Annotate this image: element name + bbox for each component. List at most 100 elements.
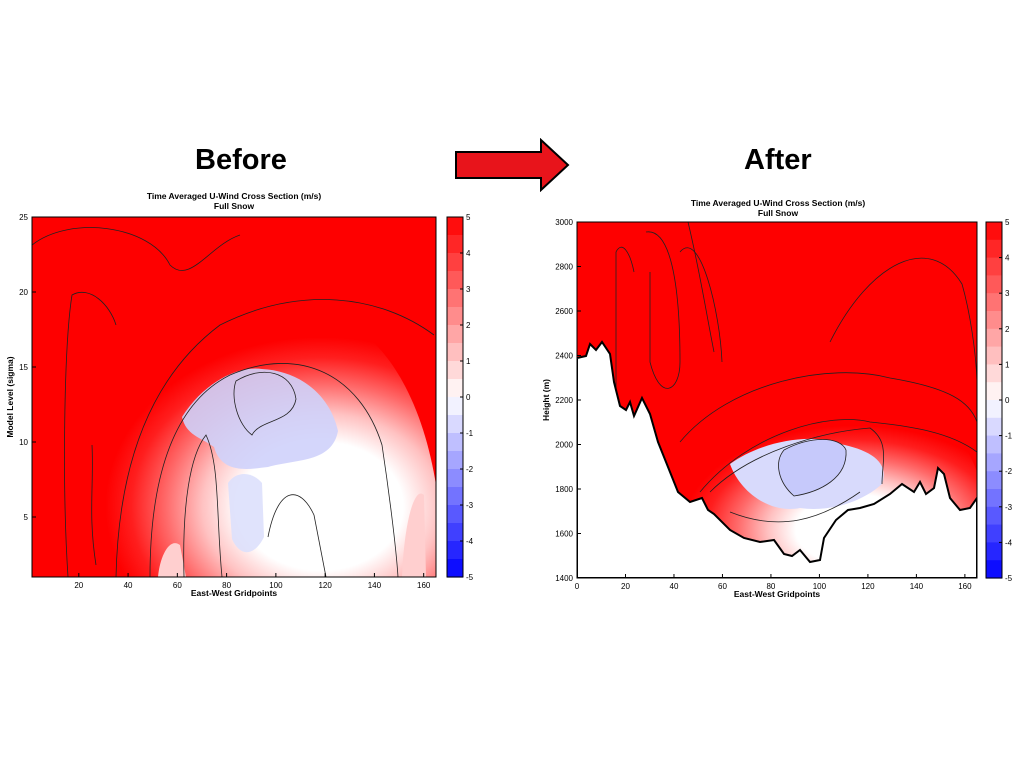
colorbar: 5 4 3 2 1 0 -1 -2 -3 -4 -5	[985, 218, 1013, 583]
x-tick-label: 140	[910, 582, 924, 591]
colorbar-segment	[447, 559, 463, 578]
plot-area	[577, 222, 977, 578]
x-axis-ticks: 20 40 60 80 100 120 140 160	[74, 573, 431, 590]
colorbar-segment	[447, 253, 463, 272]
colorbar-segment	[447, 415, 463, 434]
x-tick-label: 140	[368, 581, 382, 590]
colorbar-tick-label: 2	[466, 321, 471, 330]
colorbar-tick-label: -4	[1005, 538, 1013, 547]
colorbar-segment	[986, 453, 1002, 472]
y-axis-ticks: 1400 1600 1800 2000 2200 2400 2600 2800 3000	[555, 218, 581, 583]
x-tick-label: 120	[318, 581, 332, 590]
colorbar-tick-label: -1	[1005, 432, 1013, 441]
y-tick-label: 2400	[555, 352, 573, 361]
y-tick-label: 3000	[555, 218, 573, 227]
colorbar-segment	[986, 382, 1002, 401]
colorbar-segment	[447, 433, 463, 452]
x-tick-label: 120	[861, 582, 875, 591]
x-tick-label: 80	[766, 582, 775, 591]
y-tick-label: 25	[19, 213, 28, 222]
colorbar-segment	[986, 364, 1002, 383]
right-arrow-icon	[455, 138, 570, 192]
colorbar-segment	[986, 435, 1002, 454]
colorbar-segment	[447, 469, 463, 488]
x-axis-label: East-West Gridpoints	[191, 588, 278, 598]
after-heading: After	[744, 144, 812, 176]
colorbar-tick-label: -2	[466, 465, 474, 474]
colorbar-tick-label: -1	[466, 429, 474, 438]
colorbar-segment	[986, 311, 1002, 330]
colorbar-segment	[986, 222, 1002, 241]
colorbar-segment	[447, 271, 463, 290]
colorbar-tick-label: 1	[1005, 360, 1010, 369]
x-tick-label: 80	[222, 581, 231, 590]
y-axis-label: Height (m)	[541, 379, 551, 421]
colorbar-segment	[447, 397, 463, 416]
x-tick-label: 20	[621, 582, 630, 591]
y-axis-label: Model Level (sigma)	[5, 356, 15, 437]
colorbar-segment	[447, 505, 463, 524]
colorbar-tick-label: -2	[1005, 467, 1013, 476]
colorbar-tick-label: 1	[466, 357, 471, 366]
colorbar-segment	[447, 451, 463, 470]
plot-area	[32, 217, 436, 577]
colorbar-tick-label: -3	[466, 501, 474, 510]
colorbar-tick-label: 5	[1005, 218, 1010, 227]
y-tick-label: 1800	[555, 485, 573, 494]
x-tick-label: 20	[74, 581, 83, 590]
colorbar-segment	[986, 471, 1002, 490]
colorbar-tick-label: 4	[466, 249, 471, 258]
colorbar-segment	[447, 307, 463, 326]
colorbar-tick-label: 2	[1005, 325, 1010, 334]
colorbar-segment	[986, 400, 1002, 419]
colorbar-tick-label: -3	[1005, 503, 1013, 512]
terrain-outline	[577, 340, 977, 578]
x-tick-label: 100	[269, 581, 283, 590]
y-tick-label: 10	[19, 438, 28, 447]
y-tick-label: 2200	[555, 396, 573, 405]
colorbar-segment	[986, 328, 1002, 348]
colorbar-segment	[447, 325, 463, 344]
x-axis-ticks: 0 20 40 60 80 100 120 140 160	[575, 574, 972, 591]
x-tick-label: 0	[575, 582, 580, 591]
colorbar-segment	[447, 217, 463, 236]
colorbar-segment	[986, 489, 1002, 508]
before-heading: Before	[195, 144, 287, 176]
colorbar-segment	[447, 289, 463, 308]
colorbar-segment	[447, 379, 463, 398]
x-tick-label: 160	[958, 582, 972, 591]
colorbar-segment	[986, 346, 1002, 365]
chart-subtitle: Full Snow	[758, 208, 799, 218]
colorbar-tick-label: -4	[466, 537, 474, 546]
y-tick-label: 1400	[555, 574, 573, 583]
colorbar-tick-label: 3	[466, 285, 471, 294]
after-chart: Time Averaged U-Wind Cross Section (m/s)…	[541, 198, 1013, 599]
x-tick-label: 60	[173, 581, 182, 590]
colorbar: 5 4 3 2 1 0 -1 -2 -3 -4 -5	[446, 213, 474, 582]
before-chart: Time Averaged U-Wind Cross Section (m/s)…	[5, 191, 474, 598]
colorbar-segment	[986, 417, 1002, 437]
y-tick-label: 1600	[555, 530, 573, 539]
colorbar-segment	[986, 506, 1002, 526]
colorbar-segment	[447, 343, 463, 362]
y-axis-ticks: 5 10 15 20 25	[19, 213, 36, 522]
colorbar-segment	[447, 487, 463, 506]
x-tick-label: 40	[124, 581, 133, 590]
y-tick-label: 2000	[555, 441, 573, 450]
y-tick-label: 15	[19, 363, 28, 372]
colorbar-segment	[986, 542, 1002, 561]
colorbar-segment	[447, 523, 463, 542]
x-tick-label: 160	[417, 581, 431, 590]
colorbar-segment	[447, 235, 463, 254]
y-tick-label: 20	[19, 288, 28, 297]
colorbar-segment	[986, 257, 1002, 276]
colorbar-segment	[986, 239, 1002, 259]
colorbar-tick-label: -5	[466, 573, 474, 582]
colorbar-segment	[986, 293, 1002, 312]
colorbar-tick-label: -5	[1005, 574, 1013, 583]
colorbar-segment	[986, 275, 1002, 294]
colorbar-tick-label: 0	[466, 393, 471, 402]
colorbar-tick-label: 4	[1005, 254, 1010, 263]
colorbar-tick-label: 5	[466, 213, 471, 222]
colorbar-segment	[447, 361, 463, 380]
